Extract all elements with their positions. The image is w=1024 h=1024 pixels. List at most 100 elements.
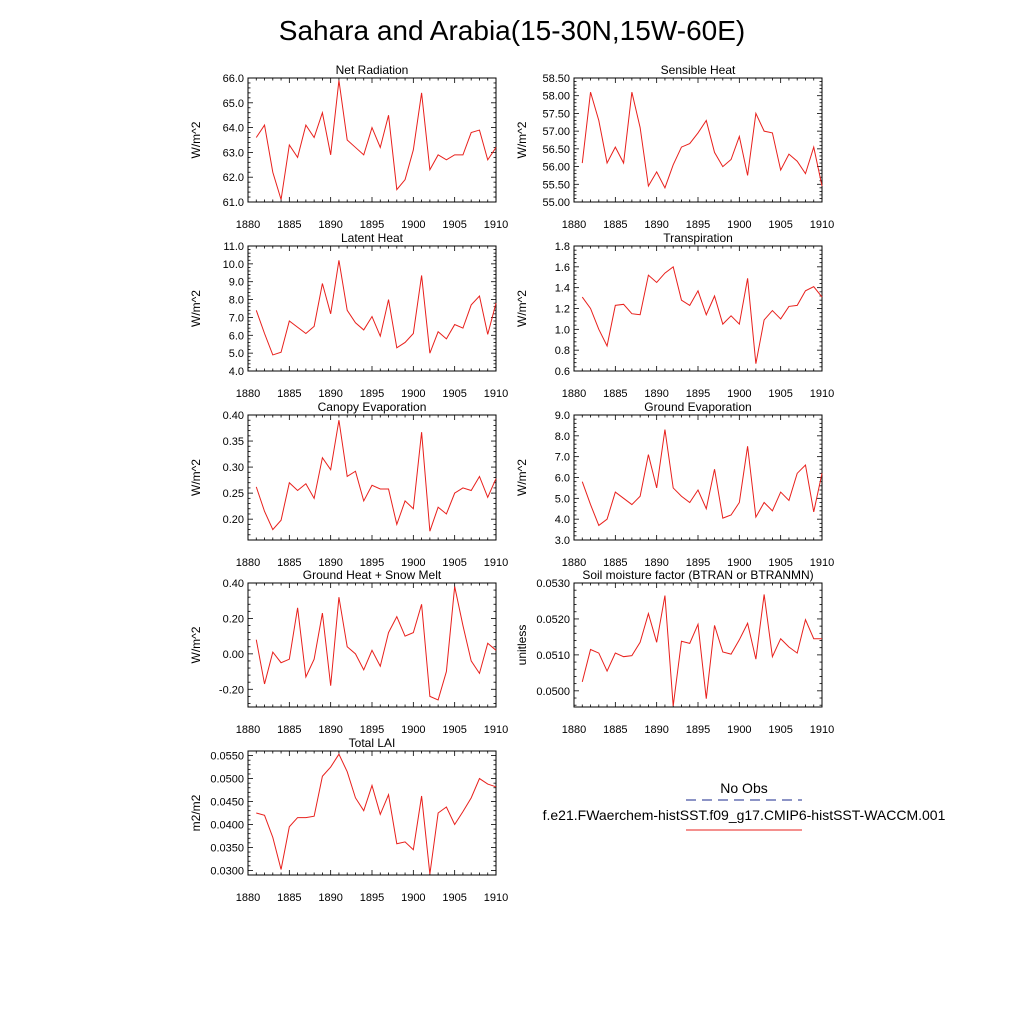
y-axis-label: W/m^2 — [189, 121, 203, 158]
x-tick-label: 1880 — [562, 388, 586, 400]
y-tick-label: 1.4 — [555, 283, 570, 295]
y-tick-label: 0.35 — [223, 436, 244, 448]
x-tick-label: 1900 — [401, 388, 425, 400]
y-axis-label: W/m^2 — [189, 290, 203, 327]
x-tick-label: 1885 — [277, 219, 301, 231]
y-tick-label: 6.0 — [229, 330, 244, 342]
y-tick-label: 0.0510 — [536, 650, 570, 662]
panel-title: Net Radiation — [336, 63, 409, 77]
y-axis-label: m2/m2 — [189, 794, 203, 831]
panel-ground-evaporation: Ground Evaporation 1880 1885 1890 1895 1900 19… — [515, 400, 834, 569]
legend-label-no-obs: No Obs — [720, 780, 767, 796]
y-tick-label: 10.0 — [223, 259, 244, 271]
y-tick-label: 64.0 — [223, 123, 244, 135]
series-line-0 — [256, 753, 497, 875]
plot-frame — [573, 414, 823, 541]
x-tick-label: 1885 — [603, 557, 627, 569]
panel-title: Ground Heat + Snow Melt — [303, 568, 442, 582]
y-tick-label: 0.8 — [555, 345, 570, 357]
y-tick-label: 11.0 — [223, 241, 244, 253]
y-tick-label: 58.00 — [542, 91, 570, 103]
panel-ground-heat-snow-melt: Ground Heat + Snow Melt 1880 1885 1890 1895 1… — [189, 568, 508, 736]
y-tick-label: 57.00 — [542, 126, 570, 138]
series-line-0 — [581, 594, 822, 706]
y-tick-label: 0.30 — [223, 462, 244, 474]
y-tick-label: 0.40 — [223, 578, 244, 590]
series-line-0 — [255, 260, 497, 356]
panel-title: Soil moisture factor (BTRAN or BTRANMN) — [582, 568, 813, 582]
x-tick-label: 1905 — [768, 219, 792, 231]
x-tick-label: 1910 — [484, 892, 508, 904]
y-tick-label: 56.50 — [542, 144, 570, 156]
plot-frame — [573, 245, 823, 372]
x-tick-label: 1890 — [644, 219, 668, 231]
x-tick-label: 1895 — [360, 557, 384, 569]
panel-title: Canopy Evaporation — [318, 400, 427, 414]
x-tick-label: 1910 — [810, 219, 834, 231]
series-line-0 — [255, 420, 497, 532]
x-tick-label: 1890 — [318, 388, 342, 400]
x-tick-label: 1885 — [277, 557, 301, 569]
y-tick-label: 0.0300 — [210, 865, 244, 877]
x-tick-label: 1910 — [810, 557, 834, 569]
legend: No Obs f.e21.FWaerchem-histSST.f09_g17.C… — [543, 780, 946, 831]
y-tick-label: 4.0 — [229, 366, 244, 378]
x-tick-label: 1890 — [318, 724, 342, 736]
y-tick-label: 0.0450 — [210, 797, 244, 809]
y-tick-label: 9.0 — [555, 410, 570, 422]
x-tick-label: 1900 — [727, 724, 751, 736]
x-tick-label: 1895 — [686, 557, 710, 569]
x-tick-label: 1885 — [603, 724, 627, 736]
panel-title: Transpiration — [663, 231, 733, 245]
y-tick-label: 7.0 — [555, 452, 570, 464]
y-tick-label: 1.2 — [555, 304, 570, 316]
y-tick-label: 57.50 — [542, 108, 570, 120]
y-axis-label: W/m^2 — [189, 626, 203, 663]
y-tick-label: 8.0 — [555, 431, 570, 443]
y-tick-label: 8.0 — [229, 295, 244, 307]
y-tick-label: 1.6 — [555, 262, 570, 274]
series-line-0 — [255, 80, 497, 200]
panel-title: Ground Evaporation — [644, 400, 751, 414]
y-tick-label: 0.20 — [223, 514, 244, 526]
panel-title: Latent Heat — [341, 231, 404, 245]
x-tick-label: 1910 — [810, 724, 834, 736]
series-line-0 — [581, 92, 823, 190]
x-tick-label: 1895 — [686, 388, 710, 400]
panel-transpiration: Transpiration 1880 1885 1890 1895 1900 1905 191… — [515, 231, 834, 400]
x-tick-label: 1885 — [277, 724, 301, 736]
x-tick-label: 1910 — [484, 724, 508, 736]
panel-canopy-evaporation: Canopy Evaporation 1880 1885 1890 1895 1900 19… — [189, 400, 508, 569]
series-line-0 — [581, 265, 823, 364]
x-tick-label: 1910 — [810, 388, 834, 400]
y-axis-label: W/m^2 — [515, 459, 529, 496]
panels: Net Radiation 1880 1885 1890 1895 1900 1905 191… — [189, 63, 834, 904]
x-tick-label: 1880 — [236, 388, 260, 400]
y-axis-label: W/m^2 — [515, 290, 529, 327]
y-tick-label: 61.0 — [223, 197, 244, 209]
y-tick-label: 0.40 — [223, 410, 244, 422]
x-tick-label: 1895 — [686, 724, 710, 736]
plot-frame — [247, 414, 497, 541]
y-tick-label: 1.0 — [555, 324, 570, 336]
y-tick-label: 55.00 — [542, 197, 570, 209]
y-tick-label: 1.8 — [555, 241, 570, 253]
y-tick-label: 63.0 — [223, 147, 244, 159]
y-tick-label: 6.0 — [555, 473, 570, 485]
x-tick-label: 1880 — [562, 724, 586, 736]
x-tick-label: 1910 — [484, 219, 508, 231]
plot-frame — [573, 582, 823, 708]
y-tick-label: 0.25 — [223, 488, 244, 500]
y-tick-label: 4.0 — [555, 514, 570, 526]
x-tick-label: 1900 — [401, 219, 425, 231]
y-tick-label: 5.0 — [229, 348, 244, 360]
y-tick-label: 0.0550 — [210, 751, 244, 763]
x-tick-label: 1885 — [603, 219, 627, 231]
panel-title: Sensible Heat — [661, 63, 736, 77]
x-tick-label: 1900 — [727, 557, 751, 569]
panel-title: Total LAI — [349, 736, 396, 750]
series-line-0 — [255, 586, 497, 701]
x-tick-label: 1905 — [442, 219, 466, 231]
x-tick-label: 1895 — [360, 724, 384, 736]
